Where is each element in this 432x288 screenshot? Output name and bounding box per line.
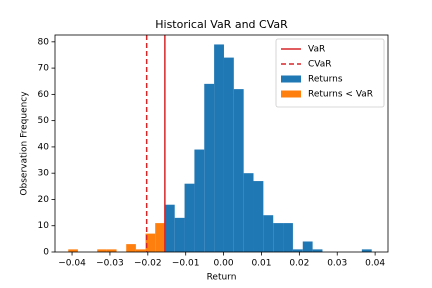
y-tick-label: 80 (38, 37, 50, 47)
bar (273, 223, 284, 252)
legend-label: Returns < VaR (308, 90, 373, 100)
chart-title: Historical VaR and CVaR (155, 18, 288, 31)
y-tick-label: 30 (38, 169, 50, 179)
bar (283, 223, 293, 252)
legend: VaR CVaR Returns Returns < VaR (275, 38, 385, 108)
y-tick-label: 0 (43, 248, 49, 258)
legend-box (275, 38, 385, 108)
y-tick-label: 40 (38, 142, 50, 152)
axes-frame (54, 34, 389, 253)
x-tick-label: 0.04 (365, 259, 385, 269)
bar (145, 233, 156, 252)
x-tick-label: −0.02 (134, 259, 162, 269)
bar (155, 223, 165, 252)
y-tick-label: 60 (38, 90, 50, 100)
x-tick-label: −0.04 (58, 259, 86, 269)
bar (223, 57, 234, 253)
bar (263, 215, 274, 252)
bar (361, 249, 372, 252)
bar (243, 173, 254, 252)
bar (194, 149, 205, 252)
bar (164, 204, 175, 252)
legend-label: CVaR (308, 60, 332, 70)
bar (233, 89, 244, 252)
y-tick-label: 50 (38, 116, 50, 126)
bar (106, 249, 117, 252)
x-tick-label: 0.00 (214, 259, 234, 269)
x-tick-label: 0.02 (289, 259, 309, 269)
x-axis-label: Return (207, 273, 237, 283)
legend-patch (281, 90, 301, 98)
legend-label: Returns (308, 75, 343, 85)
bar (253, 181, 264, 252)
bar (302, 241, 313, 252)
x-tick-label: −0.03 (96, 259, 124, 269)
bar (174, 217, 185, 252)
y-axis-label: Observation Frequency (20, 91, 30, 196)
bar (97, 249, 107, 252)
bar (214, 44, 224, 252)
x-tick-label: 0.01 (251, 259, 271, 269)
legend-label: VaR (308, 45, 325, 55)
y-tick-label: 70 (38, 64, 50, 74)
bar (204, 83, 215, 252)
bar (135, 249, 146, 252)
bar (68, 249, 78, 252)
bar (292, 249, 303, 252)
bar (184, 183, 195, 252)
bar (126, 244, 136, 252)
x-tick-label: −0.01 (172, 259, 200, 269)
bar (312, 249, 323, 252)
y-tick-label: 10 (38, 221, 50, 231)
x-tick-label: 0.03 (327, 259, 347, 269)
y-tick-label: 20 (38, 195, 50, 205)
legend-patch (281, 75, 301, 83)
